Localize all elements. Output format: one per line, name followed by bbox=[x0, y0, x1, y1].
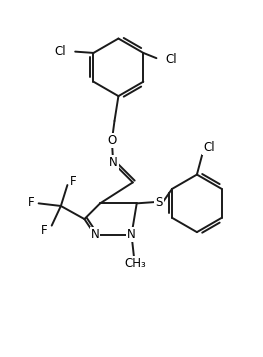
Text: F: F bbox=[70, 175, 77, 188]
Text: O: O bbox=[107, 134, 117, 147]
Text: CH₃: CH₃ bbox=[125, 257, 146, 270]
Text: N: N bbox=[109, 156, 118, 169]
Text: F: F bbox=[41, 224, 48, 237]
Text: Cl: Cl bbox=[204, 141, 215, 154]
Text: S: S bbox=[155, 196, 163, 208]
Text: N: N bbox=[90, 228, 99, 241]
Text: Cl: Cl bbox=[166, 53, 177, 66]
Text: Cl: Cl bbox=[54, 45, 66, 58]
Text: F: F bbox=[28, 196, 35, 208]
Text: N: N bbox=[127, 228, 136, 241]
